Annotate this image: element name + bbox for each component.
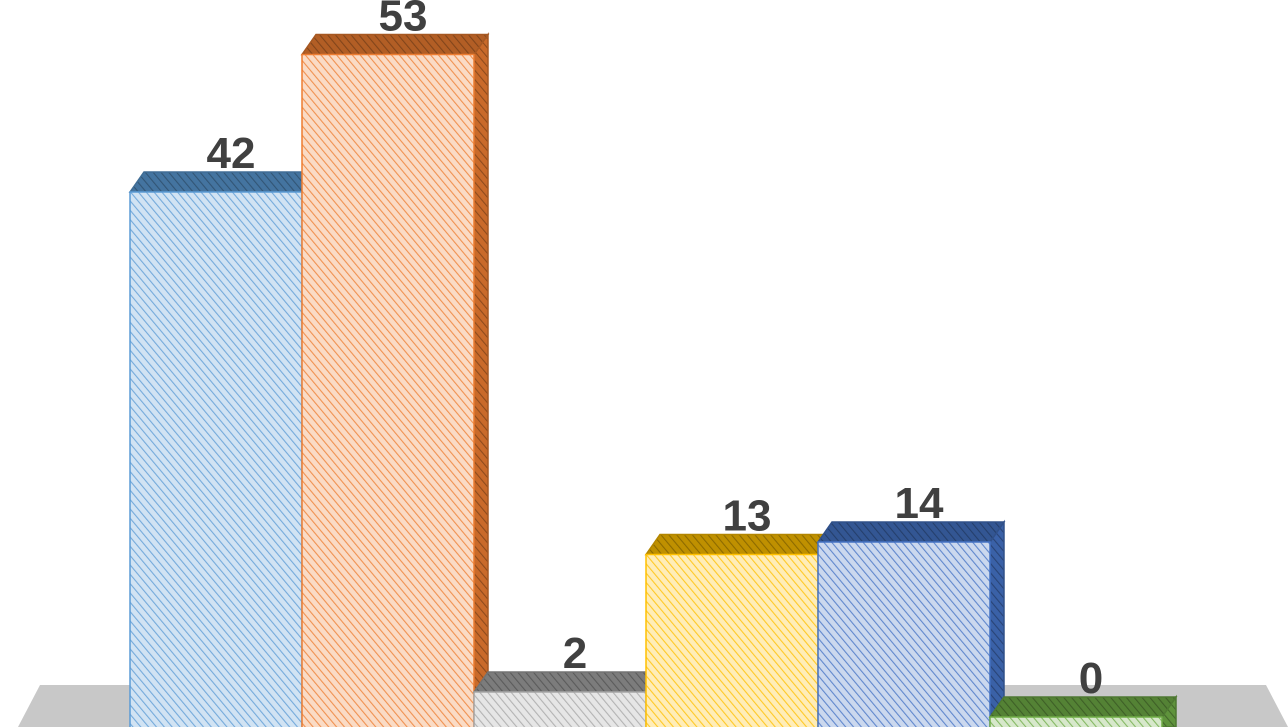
bar xyxy=(300,32,490,727)
bar-front xyxy=(645,553,819,727)
bar xyxy=(988,694,1178,727)
bar-front xyxy=(989,716,1163,727)
bar xyxy=(644,532,834,727)
bar-front xyxy=(473,691,647,727)
bar xyxy=(472,669,662,727)
bar-front xyxy=(129,191,303,727)
bar-series xyxy=(128,32,1178,727)
bar-side xyxy=(473,32,489,727)
data-label: 42 xyxy=(207,129,256,178)
data-label: 53 xyxy=(379,0,428,41)
data-labels: 42 53 2 13 14 0 xyxy=(207,0,1104,703)
bar-side xyxy=(989,519,1005,727)
bar xyxy=(128,169,318,727)
bar-front xyxy=(301,53,475,727)
data-label: 2 xyxy=(563,629,587,678)
data-label: 14 xyxy=(895,479,944,528)
data-label: 0 xyxy=(1079,654,1103,703)
data-label: 13 xyxy=(723,492,772,541)
bar-front xyxy=(817,541,991,727)
bar xyxy=(816,519,1006,727)
